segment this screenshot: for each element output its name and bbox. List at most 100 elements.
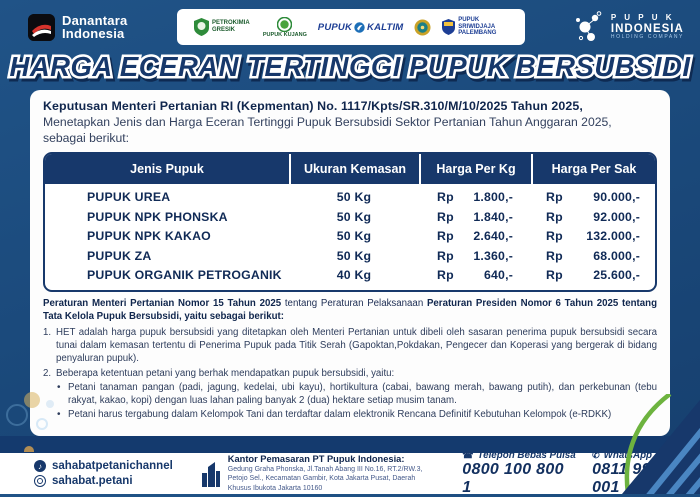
bullet-mark: • — [57, 381, 61, 393]
decree-number: Keputusan Menteri Pertanian RI (Kepmenta… — [43, 99, 583, 113]
table-header-row: Jenis Pupuk Ukuran Kemasan Harga Per Kg … — [45, 153, 655, 184]
instagram-icon — [34, 475, 46, 487]
item-1-number: 1. — [43, 326, 52, 338]
cell-ukuran: 50 Kg — [336, 209, 372, 224]
kaltim-word1: PUPUK — [317, 21, 353, 33]
regulation-item-2: 2. Beberapa ketentuan petani yang berhak… — [43, 367, 657, 380]
cell-harga-kg: 1.800,- — [473, 190, 513, 205]
bullet-2-text: Petani harus tergabung dalam Kelompok Ta… — [68, 408, 612, 420]
decor-circle — [6, 404, 28, 426]
tiktok-row: ♪ sahabatpetanichannel — [34, 460, 200, 472]
table-row: PUPUK ZA 50 Kg Rp 1.360,- Rp 68.000,- — [45, 246, 655, 266]
cell-harga-sak: 92.000,- — [593, 209, 640, 224]
currency-label: Rp — [546, 248, 563, 263]
item-2-number: 2. — [43, 367, 52, 379]
cell-harga-sak: 68.000,- — [593, 248, 640, 263]
partner-logos-strip: PETROKIMIA GRESIK PUPUK KUJANG PUPUK KAL… — [177, 9, 526, 45]
pupuk-indonesia-wordmark: P U P U K INDONESIA HOLDING COMPANY — [610, 13, 684, 40]
decor-circle — [46, 400, 54, 408]
bullet-1-text: Petani tanaman pangan (padi, jagung, ked… — [68, 381, 657, 406]
currency-label: Rp — [546, 229, 563, 244]
regulation-permentan: Peraturan Menteri Pertanian Nomor 15 Tah… — [43, 298, 282, 310]
regulation-bullet-2: • Petani harus tergabung dalam Kelompok … — [43, 408, 657, 421]
building-icon — [201, 461, 220, 487]
regulation-perpres: Peraturan Presiden Nomor 6 Tahun 2025 te… — [43, 298, 657, 323]
phone-number: 0800 100 800 1 — [462, 461, 564, 496]
cell-ukuran: 50 Kg — [336, 248, 372, 263]
sriwidjaja-shield-icon — [442, 19, 456, 35]
decree-description: Menetapkan Jenis dan Harga Eceran Tertin… — [43, 115, 612, 145]
regulation-intro: Peraturan Menteri Pertanian Nomor 15 Tah… — [43, 298, 657, 324]
poster-title-outline: HARGA ECERAN TERTINGGI PUPUK BERSUBSIDI — [7, 49, 693, 85]
decor-circle — [36, 418, 48, 430]
cell-harga-sak: 132.000,- — [586, 229, 640, 244]
danantara-logo: Danantara Indonesia — [28, 12, 128, 41]
table-body: PUPUK UREA 50 Kg Rp 1.800,- Rp 90.000,- PU… — [45, 184, 655, 291]
kaltim-word2: KALTIM — [367, 21, 404, 33]
cell-harga-kg: 2.640,- — [473, 229, 513, 244]
corner-decoration — [622, 394, 700, 494]
table-row: PUPUK UREA 50 Kg Rp 1.800,- Rp 90.000,- — [45, 188, 655, 208]
item-1-text: HET adalah harga pupuk bersubsidi yang d… — [56, 326, 657, 364]
tiktok-handle: sahabatpetanichannel — [52, 460, 173, 472]
green-arc — [624, 394, 672, 494]
instagram-handle: sahabat.petani — [52, 475, 133, 487]
pupuk-indonesia-line2: INDONESIA — [610, 22, 684, 35]
kujang-circle-icon — [277, 16, 293, 32]
pupuk-kujang-logo: PUPUK KUJANG — [263, 16, 307, 38]
table-row: PUPUK NPK KAKAO 50 Kg Rp 2.640,- Rp 132.00… — [45, 227, 655, 247]
footer-bar: ♪ sahabatpetanichannel sahabat.petani Ka… — [0, 450, 700, 497]
col-header-harga-kg: Harga Per Kg — [419, 153, 531, 184]
phone-label: Telepon Bebas Pulsa — [477, 450, 576, 461]
cell-ukuran: 50 Kg — [336, 229, 372, 244]
table-row: PUPUK ORGANIK PETROGANIK 40 Kg Rp 640,- R… — [45, 266, 655, 286]
currency-label: Rp — [437, 248, 454, 263]
currency-label: Rp — [437, 209, 454, 224]
phone-icon: ☎ — [462, 450, 474, 460]
cell-ukuran: 40 Kg — [336, 268, 372, 283]
cell-harga-kg: 640,- — [483, 268, 513, 283]
item-2-text: Beberapa ketentuan petani yang berhak me… — [56, 367, 395, 379]
regulation-section: Peraturan Menteri Pertanian Nomor 15 Tah… — [43, 298, 657, 421]
phone-block: ☎ Telepon Bebas Pulsa 0800 100 800 1 — [462, 450, 576, 497]
currency-label: Rp — [437, 268, 454, 283]
cell-ukuran: 50 Kg — [336, 190, 372, 205]
cell-jenis: PUPUK NPK KAKAO — [87, 229, 211, 244]
office-address: Gedung Graha Phonska, Jl.Tanah Abang III… — [227, 466, 423, 492]
currency-label: Rp — [546, 209, 563, 224]
pupuk-iskandar-muda-emblem-icon — [414, 19, 431, 35]
cell-harga-kg: 1.360,- — [473, 248, 513, 263]
cell-jenis: PUPUK ORGANIK PETROGANIK — [87, 268, 282, 283]
petrokimia-shield-icon — [194, 18, 210, 36]
cell-jenis: PUPUK ZA — [87, 248, 152, 263]
office-text: Kantor Pemasaran PT Pupuk Indonesia: Ged… — [228, 454, 440, 492]
office-title: Kantor Pemasaran PT Pupuk Indonesia: — [227, 454, 405, 465]
pupuk-kaltim-logo: PUPUK KALTIM — [318, 22, 404, 33]
cell-harga-sak: 25.600,- — [593, 268, 640, 283]
regulation-item-1: 1. HET adalah harga pupuk bersubsidi yan… — [43, 326, 657, 365]
col-header-jenis: Jenis Pupuk — [130, 161, 204, 176]
cell-harga-kg: 1.840,- — [473, 209, 513, 224]
currency-label: Rp — [546, 268, 563, 283]
poster-title: HARGA ECERAN TERTINGGI PUPUK BERSUBSIDI — [9, 51, 691, 82]
instagram-row: sahabat.petani — [34, 475, 200, 487]
tiktok-icon: ♪ — [34, 460, 46, 472]
currency-label: Rp — [437, 190, 454, 205]
divider-band — [0, 436, 700, 453]
social-links: ♪ sahabatpetanichannel sahabat.petani — [34, 460, 200, 487]
col-header-harga-sak: Harga Per Sak — [531, 153, 655, 184]
kaltim-icon — [354, 21, 365, 33]
cell-jenis: PUPUK UREA — [87, 190, 171, 205]
danantara-wordmark: Danantara Indonesia — [62, 12, 128, 41]
petrokimia-label: PETROKIMIA GRESIK — [212, 20, 250, 33]
regulation-intro-mid: tentang Peraturan Pelaksanaan — [281, 298, 427, 310]
danantara-flag-icon — [28, 13, 55, 41]
sriwidjaja-label: PUPUK SRIWIDJAJA PALEMBANG — [458, 17, 497, 37]
pupuk-indonesia-line1: P U P U K — [610, 13, 675, 23]
content-card: Keputusan Menteri Pertanian RI (Kepmenta… — [30, 90, 670, 436]
bullet-mark: • — [57, 408, 61, 420]
regulation-bullet-1: • Petani tanaman pangan (padi, jagung, k… — [43, 381, 657, 407]
whatsapp-icon: ✆ — [592, 450, 600, 460]
cell-harga-sak: 90.000,- — [593, 190, 640, 205]
